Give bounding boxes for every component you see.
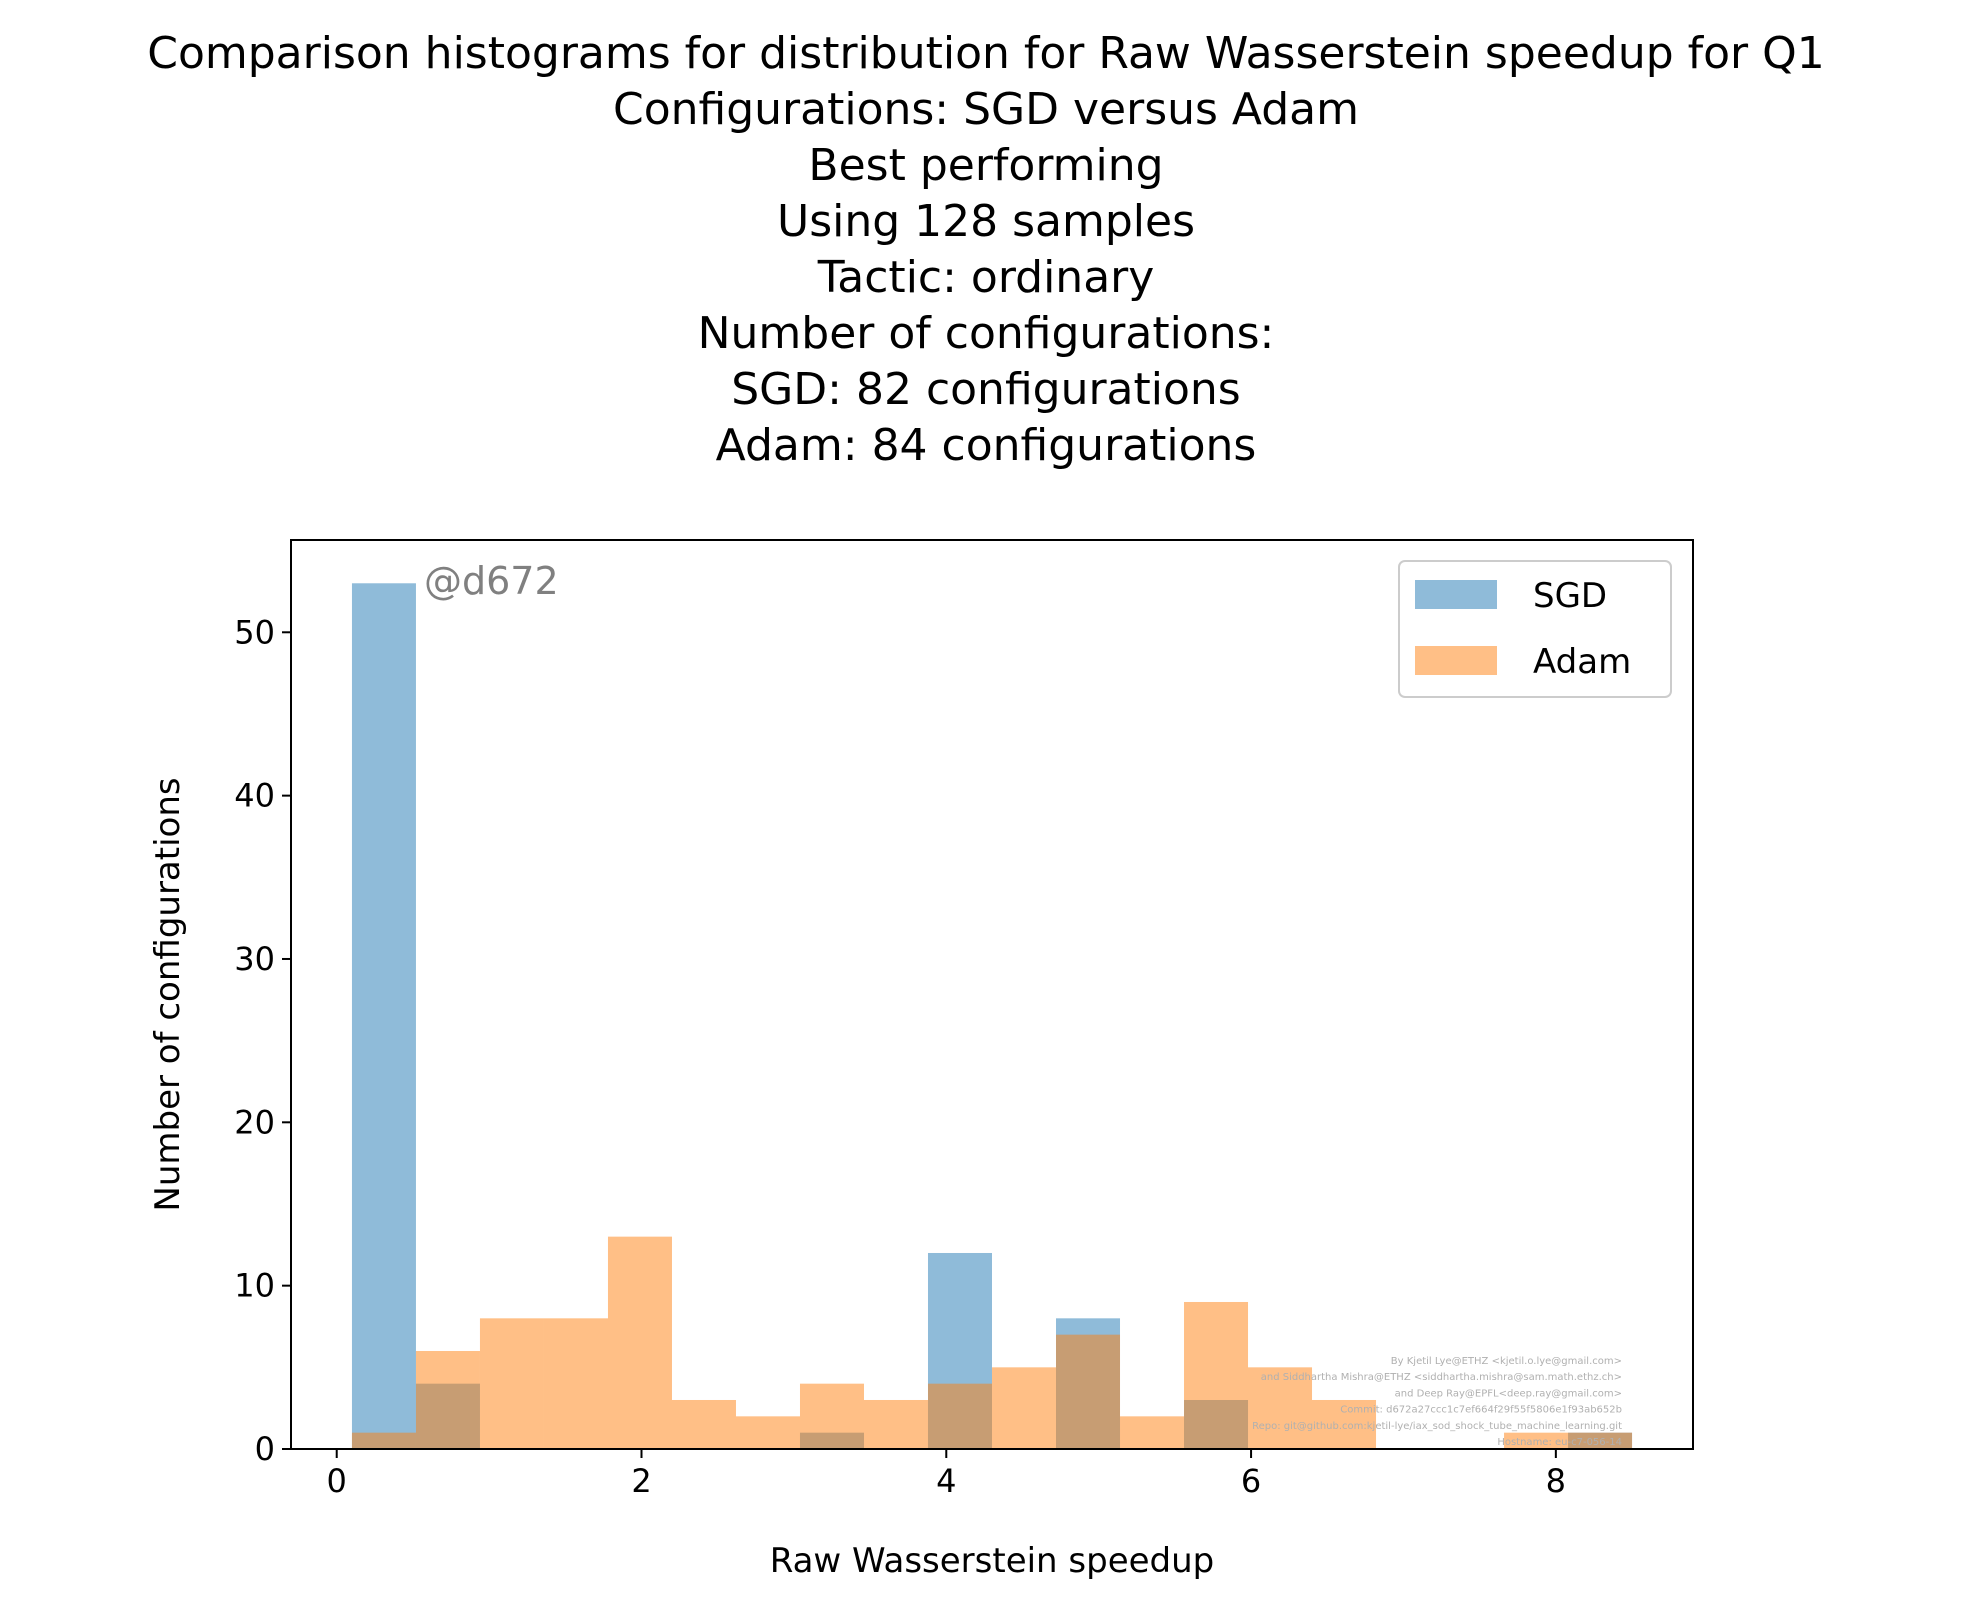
bar-adam: [479, 1318, 544, 1449]
credit-line: Repo: git@github.com:kjetil-lye/iax_sod_…: [1252, 1421, 1622, 1432]
y-tick-label: 0: [255, 1430, 275, 1468]
bar-adam: [799, 1383, 864, 1449]
bar-sgd: [351, 583, 416, 1449]
bar-adam: [415, 1350, 480, 1449]
title-line: Comparison histograms for distribution f…: [147, 28, 1824, 79]
title-line: Using 128 samples: [777, 196, 1195, 247]
bar-adam: [927, 1383, 992, 1449]
x-tick-label: 6: [1241, 1462, 1261, 1500]
bar-adam: [1184, 1301, 1249, 1449]
credit-line: Commit: d672a27ccc1c7ef664f29f55f5806e1f…: [1340, 1405, 1622, 1416]
bar-adam: [1504, 1432, 1569, 1449]
axes: 0 2 4 6 8 0 10 20 30 40 50 Raw Wasserstein speedup N…: [148, 539, 1694, 1581]
histogram-bars: [351, 583, 1633, 1449]
bar-adam: [607, 1236, 672, 1449]
credit-line: and Deep Ray@EPFL<deep.ray@gmail.com>: [1395, 1388, 1622, 1399]
title-line: SGD: 82 configurations: [731, 364, 1240, 415]
title-line: Number of configurations:: [698, 308, 1275, 359]
title-line: Adam: 84 configurations: [716, 420, 1257, 471]
title-line: Best performing: [808, 140, 1163, 191]
bar-adam: [992, 1367, 1057, 1449]
legend-label-adam: Adam: [1533, 642, 1631, 682]
bar-adam: [863, 1399, 928, 1449]
y-tick-label: 40: [234, 777, 275, 815]
x-axis-label: Raw Wasserstein speedup: [770, 1541, 1215, 1581]
x-tick-label: 8: [1546, 1462, 1566, 1500]
y-axis-label: Number of configurations: [148, 777, 188, 1211]
bar-adam: [351, 1432, 416, 1449]
y-tick-label: 50: [234, 613, 275, 651]
commit-annotation: @d672: [424, 559, 559, 603]
bar-adam: [1056, 1334, 1121, 1449]
chart-title: Comparison histograms for distribution f…: [147, 28, 1824, 471]
title-line: Tactic: ordinary: [817, 252, 1155, 303]
y-tick-label: 20: [234, 1103, 275, 1141]
annotations: @d672 By Kjetil Lye@ETHZ <kjetil.o.lye@gm…: [424, 559, 1622, 1448]
legend: SGD Adam: [1398, 560, 1672, 698]
title-line: Configurations: SGD versus Adam: [613, 84, 1359, 135]
bar-adam: [543, 1318, 608, 1449]
bar-adam: [671, 1399, 736, 1449]
legend-label-sgd: SGD: [1533, 576, 1607, 616]
credit-line: Hostname: eu-c7-056-14: [1497, 1437, 1622, 1448]
bar-adam: [1120, 1416, 1185, 1449]
bar-adam: [1248, 1367, 1313, 1449]
y-tick-label: 10: [234, 1267, 275, 1305]
bar-adam: [1568, 1432, 1633, 1449]
credit-line: and Siddhartha Mishra@ETHZ <siddhartha.m…: [1261, 1372, 1622, 1383]
x-tick-label: 0: [327, 1462, 347, 1500]
x-tick-label: 2: [631, 1462, 651, 1500]
bar-adam: [1312, 1399, 1377, 1449]
legend-swatch-sgd: [1415, 580, 1497, 609]
y-tick-label: 30: [234, 940, 275, 978]
legend-swatch-adam: [1415, 646, 1497, 675]
bar-adam: [735, 1416, 800, 1449]
x-tick-label: 4: [936, 1462, 956, 1500]
plot-frame: [290, 539, 1694, 1450]
credit-line: By Kjetil Lye@ETHZ <kjetil.o.lye@gmail.c…: [1391, 1356, 1622, 1367]
